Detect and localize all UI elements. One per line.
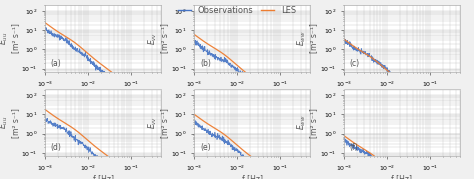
X-axis label: f [Hz]: f [Hz] [391,174,412,179]
Text: (e): (e) [200,143,211,153]
Text: (a): (a) [51,59,62,68]
Text: (d): (d) [51,143,62,153]
Y-axis label: $E_{vv}$
[m² s⁻¹]: $E_{vv}$ [m² s⁻¹] [146,108,169,137]
X-axis label: f [Hz]: f [Hz] [92,174,114,179]
Y-axis label: $E_{ww}$
[m² s⁻¹]: $E_{ww}$ [m² s⁻¹] [296,24,319,53]
X-axis label: f [Hz]: f [Hz] [242,174,263,179]
Y-axis label: $E_{ww}$
[m² s⁻¹]: $E_{ww}$ [m² s⁻¹] [296,108,319,137]
Legend: Observations, LES: Observations, LES [175,2,299,18]
Text: (f): (f) [349,143,358,153]
Text: (c): (c) [349,59,360,68]
Y-axis label: $E_{uu}$
[m² s⁻¹]: $E_{uu}$ [m² s⁻¹] [0,24,20,53]
Text: (b): (b) [200,59,211,68]
Y-axis label: $E_{uu}$
[m² s⁻¹]: $E_{uu}$ [m² s⁻¹] [0,108,20,137]
Y-axis label: $E_{vv}$
[m² s⁻¹]: $E_{vv}$ [m² s⁻¹] [146,24,169,53]
